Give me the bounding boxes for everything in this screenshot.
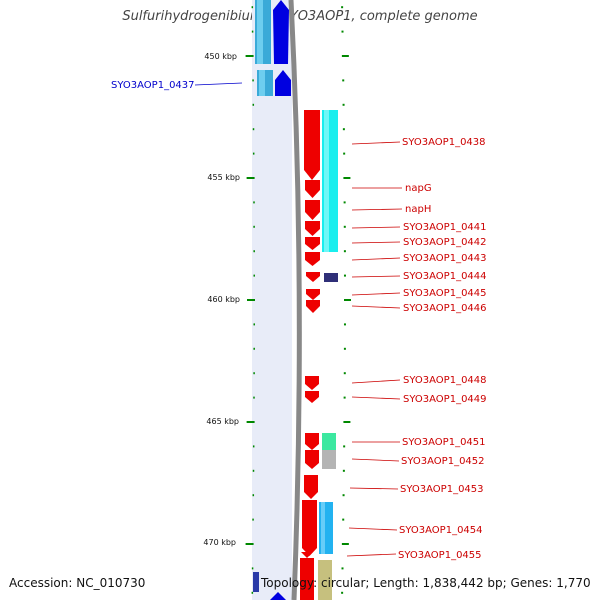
axis-label-465: 465 kbp	[206, 417, 239, 426]
genome-backbone	[288, 0, 302, 600]
axis-label-460: 460 kbp	[207, 295, 240, 304]
gene-label-napH[interactable]: napH	[405, 204, 431, 215]
forward-cog-block-1-shine	[257, 0, 263, 64]
leader-line-napH	[351, 208, 403, 211]
axis-label-455: 455 kbp	[207, 173, 240, 182]
gene-label-0454[interactable]: SYO3AOP1_0454	[399, 525, 483, 536]
leader-line-0453	[349, 487, 399, 490]
reverse-cds-arrow-0449[interactable]	[305, 391, 319, 403]
reverse-cog-green-block[interactable]	[322, 433, 336, 450]
gene-label-napG[interactable]: napG	[405, 183, 432, 194]
leader-line-0438	[351, 141, 401, 145]
gene-label-0451[interactable]: SYO3AOP1_0451	[402, 437, 486, 448]
leader-line-0452	[351, 458, 400, 462]
reverse-cog-gray-block[interactable]	[322, 450, 336, 469]
forward-cog-features	[253, 0, 273, 592]
leader-line-0443	[351, 257, 401, 261]
forward-cds-arrow-2[interactable]	[275, 70, 291, 96]
reverse-cds-arrow-0452[interactable]	[305, 450, 319, 469]
forward-cog-block-2-shine	[259, 70, 265, 96]
gene-label-0442[interactable]: SYO3AOP1_0442	[403, 237, 487, 248]
forward-cds-features	[270, 0, 291, 600]
leader-line-0449	[351, 396, 401, 400]
genome-summary-text: Topology: circular; Length: 1,838,442 bp…	[261, 576, 591, 590]
reverse-cds-arrow-0455[interactable]	[300, 558, 314, 600]
reverse-cog-navy-block[interactable]	[324, 273, 338, 282]
leader-line-0455	[346, 553, 397, 557]
leader-line-0445	[351, 292, 401, 296]
gene-label-0441[interactable]: SYO3AOP1_0441	[403, 222, 487, 233]
reverse-cds-arrow-0454[interactable]	[302, 500, 317, 556]
gene-label-0444[interactable]: SYO3AOP1_0444	[403, 271, 487, 282]
gene-label-0453[interactable]: SYO3AOP1_0453	[400, 484, 484, 495]
reverse-cds-arrow-0442[interactable]	[305, 237, 320, 250]
reverse-cog-olive-block[interactable]	[318, 560, 332, 600]
leader-line-0446	[351, 305, 401, 309]
right-tick-marks	[341, 6, 351, 594]
reverse-cog-cyan-shine	[324, 110, 329, 252]
left-tick-marks	[245, 6, 255, 594]
reverse-cds-arrow-napG[interactable]	[305, 180, 320, 198]
reverse-cds-arrow-0438[interactable]	[304, 110, 320, 180]
forward-cds-arrow-3[interactable]	[270, 592, 286, 600]
gene-labels: SYO3AOP1_0437 SYO3AOP1_0438 napG napH SY…	[111, 80, 487, 561]
forward-cds-arrow-1[interactable]	[273, 0, 289, 64]
reverse-cds-arrow-0446[interactable]	[306, 300, 320, 313]
reverse-cds-notch-0455	[301, 552, 313, 558]
gene-label-0437[interactable]: SYO3AOP1_0437	[111, 80, 195, 91]
reverse-cog-blue-shine	[321, 502, 325, 554]
reverse-cds-arrow-0453[interactable]	[304, 475, 318, 499]
gene-label-0455[interactable]: SYO3AOP1_0455	[398, 550, 482, 561]
leader-line-0444	[351, 275, 401, 278]
axis-label-470: 470 kbp	[203, 538, 236, 547]
gene-label-0448[interactable]: SYO3AOP1_0448	[403, 375, 487, 386]
reverse-cds-arrow-napH[interactable]	[305, 200, 320, 220]
leader-line-0437	[194, 82, 243, 86]
gene-label-0449[interactable]: SYO3AOP1_0449	[403, 394, 487, 405]
gene-label-0452[interactable]: SYO3AOP1_0452	[401, 456, 485, 467]
leader-line-0454	[348, 527, 398, 531]
reverse-cds-arrow-0441[interactable]	[305, 221, 320, 236]
reverse-cds-arrow-0451[interactable]	[305, 433, 319, 450]
forward-feature-band	[252, 0, 292, 600]
reverse-cds-arrow-0445[interactable]	[306, 289, 320, 300]
gene-label-0446[interactable]: SYO3AOP1_0446	[403, 303, 487, 314]
reverse-cds-arrow-0443[interactable]	[305, 252, 320, 266]
leader-line-0441	[351, 226, 401, 229]
forward-cog-block-3[interactable]	[253, 572, 259, 592]
reverse-cds-features	[300, 110, 320, 600]
leader-line-0448	[351, 379, 401, 384]
reverse-cds-arrow-0448[interactable]	[305, 376, 319, 390]
reverse-cds-arrow-0444[interactable]	[306, 272, 320, 282]
gene-label-0438[interactable]: SYO3AOP1_0438	[402, 137, 486, 148]
leader-line-0442	[351, 241, 401, 244]
reverse-cog-features	[318, 110, 338, 600]
axis-labels: 450 kbp 455 kbp 460 kbp 465 kbp 470 kbp	[203, 52, 240, 547]
gene-label-0443[interactable]: SYO3AOP1_0443	[403, 253, 487, 264]
accession-text: Accession: NC_010730	[9, 576, 146, 590]
gene-label-0445[interactable]: SYO3AOP1_0445	[403, 288, 487, 299]
axis-label-450: 450 kbp	[204, 52, 237, 61]
map-title: Sulfurihydrogenibium sp. YO3AOP1, comple…	[122, 9, 478, 24]
